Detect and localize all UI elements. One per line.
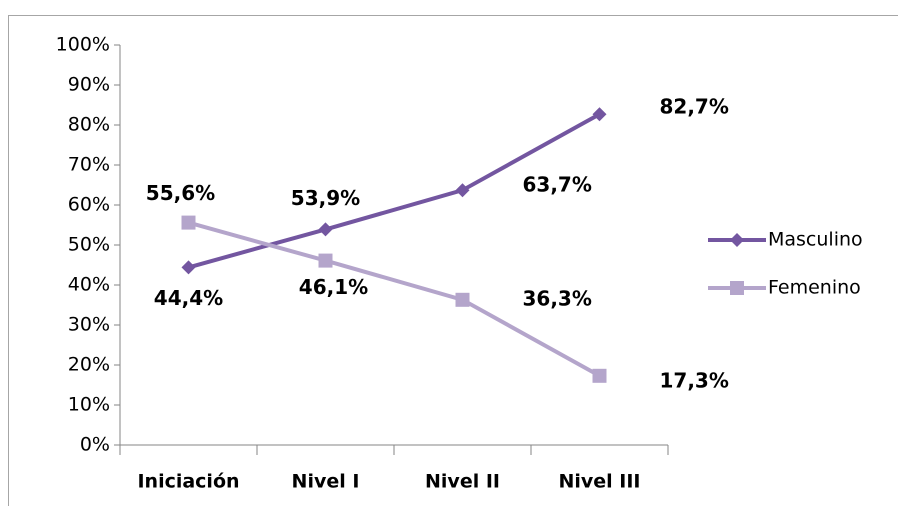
data-label: 36,3% bbox=[523, 286, 592, 310]
series-line bbox=[187, 220, 601, 378]
data-label: 46,1% bbox=[299, 275, 368, 299]
series-line bbox=[187, 112, 601, 270]
x-tick-label: Iniciación bbox=[137, 471, 239, 493]
marker bbox=[318, 253, 333, 268]
y-tick-label: 10% bbox=[68, 394, 110, 416]
data-label: 17,3% bbox=[660, 368, 729, 392]
marker bbox=[181, 215, 196, 230]
x-tick-label: Nivel II bbox=[425, 471, 500, 493]
data-label: 44,4% bbox=[154, 286, 223, 310]
marker bbox=[730, 233, 744, 247]
data-label: 55,6% bbox=[146, 181, 215, 205]
data-label: 82,7% bbox=[660, 95, 729, 119]
legend-label: Masculino bbox=[768, 229, 863, 251]
marker bbox=[592, 368, 607, 383]
y-tick-label: 0% bbox=[80, 434, 110, 456]
y-tick-label: 80% bbox=[68, 114, 110, 136]
chart-frame bbox=[8, 15, 898, 506]
marker bbox=[592, 107, 607, 122]
data-label: 53,9% bbox=[291, 186, 360, 210]
y-tick-label: 40% bbox=[68, 274, 110, 296]
y-tick-label: 100% bbox=[56, 34, 110, 56]
x-tick-label: Nivel I bbox=[292, 471, 360, 493]
y-tick-label: 70% bbox=[68, 154, 110, 176]
marker bbox=[730, 281, 744, 295]
marker bbox=[455, 183, 470, 198]
y-tick-label: 30% bbox=[68, 314, 110, 336]
data-label: 63,7% bbox=[523, 173, 592, 197]
y-tick-label: 50% bbox=[68, 234, 110, 256]
y-tick-label: 20% bbox=[68, 354, 110, 376]
legend-label: Femenino bbox=[768, 277, 861, 299]
marker bbox=[318, 222, 333, 237]
y-tick-label: 60% bbox=[68, 194, 110, 216]
marker bbox=[181, 260, 196, 275]
marker bbox=[455, 292, 470, 307]
y-tick-label: 90% bbox=[68, 74, 110, 96]
x-tick-label: Nivel III bbox=[558, 471, 640, 493]
